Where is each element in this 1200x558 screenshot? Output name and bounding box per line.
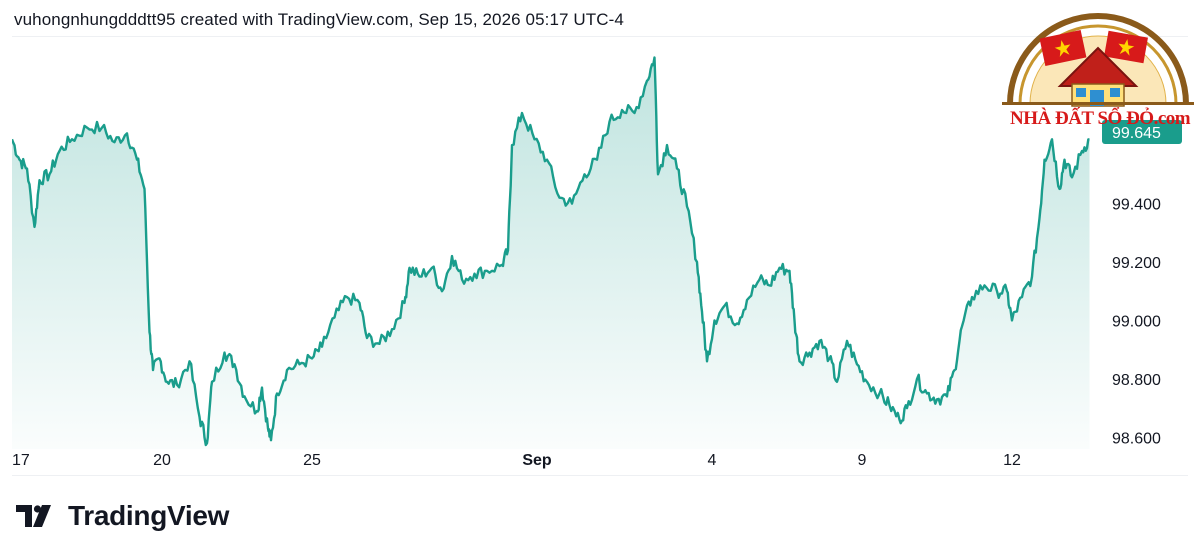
x-tick-label: 4 xyxy=(708,452,717,469)
series-area-fill xyxy=(12,57,1090,449)
tradingview-brand: TradingView xyxy=(68,500,230,531)
watermark-text: NHÀ ĐẤT SỔ ĐỎ.com xyxy=(1010,108,1191,129)
x-tick-label: 12 xyxy=(1003,452,1021,469)
x-axis[interactable]: 17 20 25 Sep 4 9 12 xyxy=(12,452,1021,469)
area-layer xyxy=(12,57,1090,449)
last-price-badge xyxy=(1102,119,1182,144)
line-layer xyxy=(12,56,1090,447)
y-tick-label: 99.400 xyxy=(1112,197,1161,214)
y-tick-label: 99.200 xyxy=(1112,255,1161,272)
y-axis[interactable]: 98.600 98.800 99.000 99.200 99.400 xyxy=(1112,197,1161,448)
x-tick-label: 9 xyxy=(858,452,867,469)
chart-attribution: vuhongnhungdddtt95 created with TradingV… xyxy=(14,10,624,29)
x-tick-label: 25 xyxy=(303,452,321,469)
tradingview-logo[interactable]: TradingView xyxy=(16,500,229,532)
x-tick-label: 20 xyxy=(153,452,171,469)
y-tick-label: 98.600 xyxy=(1112,430,1161,447)
x-tick-label: Sep xyxy=(522,452,552,469)
house-seal-icon xyxy=(1002,13,1194,107)
price-area-chart[interactable]: 98.600 98.800 99.000 99.200 99.400 17 20 25 Sep… xyxy=(12,37,1188,475)
y-tick-label: 99.000 xyxy=(1112,313,1161,330)
x-tick-label: 17 xyxy=(12,452,30,469)
tradingview-icon xyxy=(16,505,51,527)
y-tick-label: 98.800 xyxy=(1112,372,1161,389)
last-price-label: 99.645 xyxy=(1112,125,1161,142)
series-line xyxy=(12,56,1090,447)
last-price-badge-layer: 99.645 xyxy=(1102,119,1182,144)
watermark-logo: NHÀ ĐẤT SỔ ĐỎ.com xyxy=(1000,4,1196,134)
chart-area[interactable]: 98.600 98.800 99.000 99.200 99.400 17 20 25 Sep… xyxy=(12,36,1188,476)
